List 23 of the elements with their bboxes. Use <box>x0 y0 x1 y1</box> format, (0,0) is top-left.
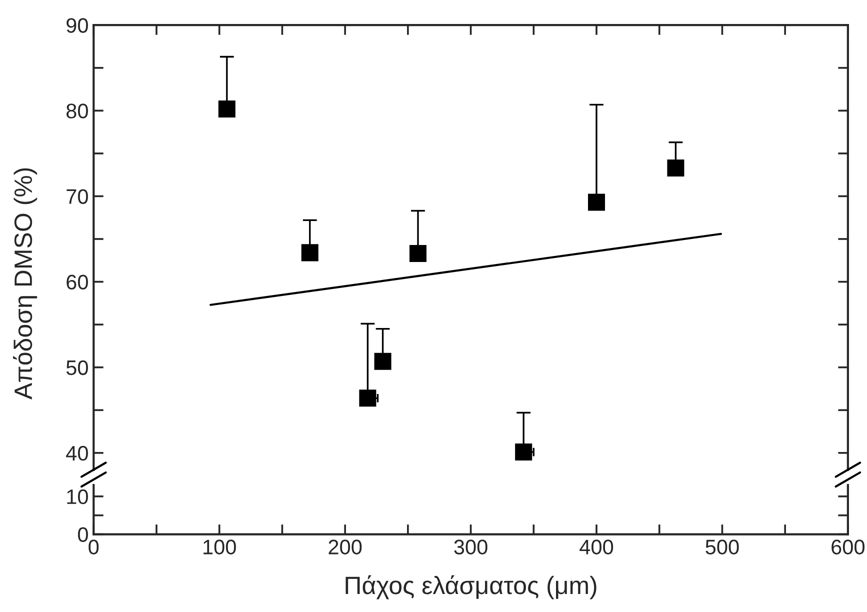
x-tick-label: 300 <box>454 540 488 554</box>
y-tick-label: 0 <box>78 527 88 542</box>
point <box>588 194 605 211</box>
point <box>374 352 392 370</box>
x-tick-label: 0 <box>88 540 99 554</box>
x-tick-label: 400 <box>580 540 614 554</box>
y-tick-label: 80 <box>66 104 88 118</box>
y-tick-label: 40 <box>66 446 88 461</box>
x-tick-label: 500 <box>706 540 739 554</box>
y-tick-label: 60 <box>66 274 88 290</box>
point <box>218 100 236 118</box>
point <box>409 245 426 262</box>
y-tick-label: 50 <box>66 360 88 376</box>
y-axis-title: Απόδοση DMSO (%) <box>13 168 38 400</box>
point <box>667 159 684 176</box>
point <box>301 244 318 262</box>
y-tick-label: 10 <box>67 489 88 504</box>
x-tick-label: 200 <box>328 540 362 554</box>
y-tick-label: 70 <box>66 189 88 204</box>
x-axis-title: Πάχος ελάσματος (μm) <box>346 575 596 600</box>
x-tick-label: 100 <box>204 540 236 554</box>
x-tick-label: 600 <box>832 540 864 554</box>
y-tick-label: 90 <box>66 18 88 33</box>
